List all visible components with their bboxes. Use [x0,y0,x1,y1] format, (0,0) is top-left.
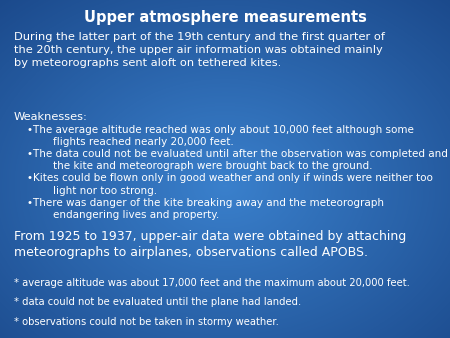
Text: •The average altitude reached was only about 10,000 feet although some
        f: •The average altitude reached was only a… [27,125,414,147]
Text: From 1925 to 1937, upper-air data were obtained by attaching
meteorographs to ai: From 1925 to 1937, upper-air data were o… [14,230,406,259]
Text: During the latter part of the 19th century and the first quarter of
the 20th cen: During the latter part of the 19th centu… [14,32,384,68]
Text: •The data could not be evaluated until after the observation was completed and
 : •The data could not be evaluated until a… [27,149,448,171]
Text: Upper atmosphere measurements: Upper atmosphere measurements [84,10,366,25]
Text: •Kites could be flown only in good weather and only if winds were neither too
  : •Kites could be flown only in good weath… [27,173,433,196]
Text: * average altitude was about 17,000 feet and the maximum about 20,000 feet.: * average altitude was about 17,000 feet… [14,278,410,288]
Text: •There was danger of the kite breaking away and the meteorograph
        endange: •There was danger of the kite breaking a… [27,198,384,220]
Text: Weaknesses:: Weaknesses: [14,112,87,122]
Text: * data could not be evaluated until the plane had landed.: * data could not be evaluated until the … [14,297,301,308]
Text: * observations could not be taken in stormy weather.: * observations could not be taken in sto… [14,317,279,327]
